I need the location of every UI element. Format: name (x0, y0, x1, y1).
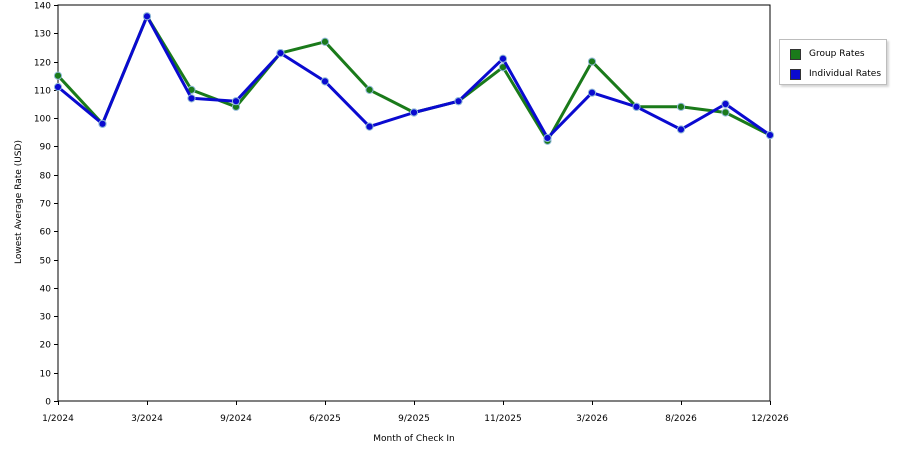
y-tick-label-120: 120 (34, 59, 51, 69)
axes (57, 4, 771, 402)
y-axis-title: Lowest Average Rate (USD) (14, 140, 24, 264)
series-0-point-6 (320, 37, 330, 46)
series-1-point-11 (543, 133, 552, 143)
x-tick-label-2: 9/2024 (220, 414, 252, 424)
y-tick-label-70: 70 (40, 200, 52, 210)
legend-item-group-rates: Group Rates (790, 48, 865, 60)
y-tick-label-90: 90 (40, 143, 52, 153)
x-axis-title: Month of Check In (373, 434, 455, 444)
series-0-point-15 (721, 108, 730, 117)
series-0-point-12 (587, 57, 597, 66)
series-1-point-16 (765, 131, 775, 140)
y-tick-label-60: 60 (40, 228, 52, 238)
legend: Group Rates Individual Rates (779, 39, 887, 85)
series-lines (53, 12, 775, 145)
y-tick-label-0: 0 (45, 398, 51, 408)
series-1-point-2 (142, 12, 152, 21)
x-tick-label-1: 3/2024 (131, 414, 163, 424)
series-1-point-14 (676, 125, 686, 134)
y-tick-label-110: 110 (34, 87, 51, 97)
x-tick-label-4: 9/2025 (398, 414, 430, 424)
series-1-point-1 (98, 119, 107, 128)
x-tick-label-6: 3/2026 (576, 414, 608, 424)
x-tick-label-8: 12/2026 (751, 414, 789, 424)
x-tick-label-5: 11/2025 (484, 414, 521, 424)
y-tick-label-100: 100 (34, 115, 51, 125)
legend-swatch-individual (790, 68, 801, 80)
legend-label-group: Group Rates (809, 49, 865, 59)
legend-swatch-group (790, 48, 801, 60)
y-tick-label-80: 80 (40, 172, 52, 182)
series-1-point-12 (587, 88, 597, 97)
series-1-point-6 (320, 77, 330, 86)
series-individual-rates (53, 12, 775, 143)
series-1-point-3 (187, 94, 196, 103)
x-tick-label-3: 6/2025 (309, 414, 341, 424)
series-1-point-10 (498, 54, 508, 63)
plot-frame (57, 4, 771, 402)
series-1-point-13 (632, 102, 641, 111)
series-0-point-7 (365, 85, 374, 94)
x-axis-ticks: 1/2024 3/2024 9/2024 6/2025 9/2025 11/2025 3/2… (42, 401, 789, 424)
x-tick-label-0: 1/2024 (42, 414, 74, 424)
y-tick-label-30: 30 (40, 313, 52, 323)
y-tick-label-20: 20 (40, 341, 52, 351)
series-1-point-5 (276, 48, 285, 58)
y-tick-label-40: 40 (40, 285, 52, 295)
series-1-point-4 (231, 97, 241, 106)
series-1-point-8 (409, 108, 419, 117)
y-tick-label-140: 140 (34, 2, 51, 12)
y-axis-ticks: 0 10 20 30 40 50 60 70 80 90 100 110 120 130 140 (34, 2, 58, 408)
legend-label-individual: Individual Rates (809, 69, 882, 79)
y-tick-label-50: 50 (40, 257, 52, 267)
series-1-point-15 (721, 99, 730, 109)
series-0-point-14 (676, 102, 686, 111)
series-1-point-7 (365, 122, 374, 131)
x-tick-label-7: 8/2026 (665, 414, 697, 424)
series-0-point-0 (53, 71, 63, 80)
legend-item-individual-rates: Individual Rates (790, 68, 881, 80)
series-1-point-0 (53, 82, 63, 92)
series-1-point-9 (454, 97, 463, 106)
y-tick-label-130: 130 (34, 30, 51, 40)
y-tick-label-10: 10 (40, 370, 52, 380)
